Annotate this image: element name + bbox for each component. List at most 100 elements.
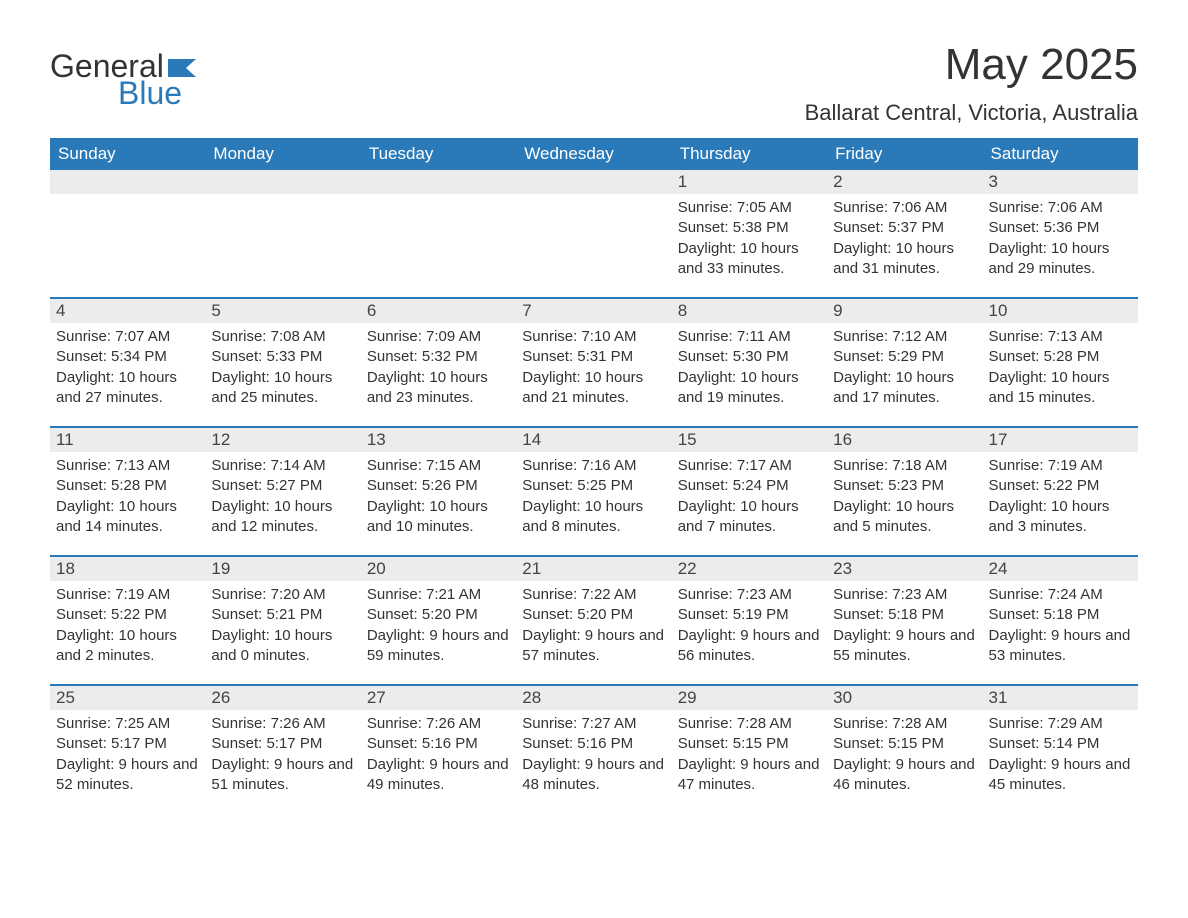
sunset-line: Sunset: 5:27 PM [211, 476, 354, 496]
day-details: Sunrise: 7:29 AMSunset: 5:14 PMDaylight:… [983, 710, 1138, 813]
calendar-cell: 8Sunrise: 7:11 AMSunset: 5:30 PMDaylight… [672, 298, 827, 427]
weekday-header: Thursday [672, 138, 827, 170]
day-details: Sunrise: 7:16 AMSunset: 5:25 PMDaylight:… [516, 452, 671, 555]
sunset-line: Sunset: 5:14 PM [989, 734, 1132, 754]
day-number: 15 [672, 428, 827, 452]
daylight-line: Daylight: 10 hours and 19 minutes. [678, 368, 821, 409]
sunrise-line: Sunrise: 7:15 AM [367, 456, 510, 476]
weekday-header-row: SundayMondayTuesdayWednesdayThursdayFrid… [50, 138, 1138, 170]
day-number: 28 [516, 686, 671, 710]
calendar-cell: 29Sunrise: 7:28 AMSunset: 5:15 PMDayligh… [672, 685, 827, 813]
sunrise-line: Sunrise: 7:23 AM [833, 585, 976, 605]
daylight-line: Daylight: 10 hours and 10 minutes. [367, 497, 510, 538]
daylight-line: Daylight: 9 hours and 51 minutes. [211, 755, 354, 796]
sunrise-line: Sunrise: 7:27 AM [522, 714, 665, 734]
calendar-week: 4Sunrise: 7:07 AMSunset: 5:34 PMDaylight… [50, 298, 1138, 427]
day-details: Sunrise: 7:09 AMSunset: 5:32 PMDaylight:… [361, 323, 516, 426]
daylight-line: Daylight: 10 hours and 27 minutes. [56, 368, 199, 409]
calendar-cell [361, 170, 516, 298]
daylight-line: Daylight: 10 hours and 15 minutes. [989, 368, 1132, 409]
day-number: 12 [205, 428, 360, 452]
sunset-line: Sunset: 5:31 PM [522, 347, 665, 367]
day-details: Sunrise: 7:07 AMSunset: 5:34 PMDaylight:… [50, 323, 205, 426]
sunrise-line: Sunrise: 7:25 AM [56, 714, 199, 734]
calendar-cell: 21Sunrise: 7:22 AMSunset: 5:20 PMDayligh… [516, 556, 671, 685]
day-number: 25 [50, 686, 205, 710]
sunrise-line: Sunrise: 7:21 AM [367, 585, 510, 605]
daylight-line: Daylight: 10 hours and 3 minutes. [989, 497, 1132, 538]
calendar-cell: 30Sunrise: 7:28 AMSunset: 5:15 PMDayligh… [827, 685, 982, 813]
sunset-line: Sunset: 5:36 PM [989, 218, 1132, 238]
sunset-line: Sunset: 5:16 PM [367, 734, 510, 754]
day-number [516, 170, 671, 194]
sunset-line: Sunset: 5:32 PM [367, 347, 510, 367]
page-header: General Blue May 2025 Ballarat Central, … [50, 40, 1138, 126]
sunrise-line: Sunrise: 7:13 AM [56, 456, 199, 476]
sunrise-line: Sunrise: 7:20 AM [211, 585, 354, 605]
daylight-line: Daylight: 10 hours and 2 minutes. [56, 626, 199, 667]
day-details: Sunrise: 7:10 AMSunset: 5:31 PMDaylight:… [516, 323, 671, 426]
day-number: 13 [361, 428, 516, 452]
day-number: 16 [827, 428, 982, 452]
day-details: Sunrise: 7:06 AMSunset: 5:36 PMDaylight:… [983, 194, 1138, 297]
day-details: Sunrise: 7:13 AMSunset: 5:28 PMDaylight:… [50, 452, 205, 555]
sunset-line: Sunset: 5:34 PM [56, 347, 199, 367]
calendar-cell: 1Sunrise: 7:05 AMSunset: 5:38 PMDaylight… [672, 170, 827, 298]
location-text: Ballarat Central, Victoria, Australia [805, 100, 1138, 126]
day-details: Sunrise: 7:24 AMSunset: 5:18 PMDaylight:… [983, 581, 1138, 684]
day-number: 24 [983, 557, 1138, 581]
day-details: Sunrise: 7:17 AMSunset: 5:24 PMDaylight:… [672, 452, 827, 555]
weekday-header: Friday [827, 138, 982, 170]
daylight-line: Daylight: 10 hours and 33 minutes. [678, 239, 821, 280]
sunrise-line: Sunrise: 7:24 AM [989, 585, 1132, 605]
sunrise-line: Sunrise: 7:18 AM [833, 456, 976, 476]
day-number: 22 [672, 557, 827, 581]
calendar-cell: 28Sunrise: 7:27 AMSunset: 5:16 PMDayligh… [516, 685, 671, 813]
title-block: May 2025 Ballarat Central, Victoria, Aus… [805, 40, 1138, 126]
daylight-line: Daylight: 9 hours and 59 minutes. [367, 626, 510, 667]
day-number: 3 [983, 170, 1138, 194]
sunset-line: Sunset: 5:16 PM [522, 734, 665, 754]
sunset-line: Sunset: 5:28 PM [989, 347, 1132, 367]
sunset-line: Sunset: 5:15 PM [678, 734, 821, 754]
day-details: Sunrise: 7:27 AMSunset: 5:16 PMDaylight:… [516, 710, 671, 813]
day-details [361, 194, 516, 290]
sunrise-line: Sunrise: 7:14 AM [211, 456, 354, 476]
sunrise-line: Sunrise: 7:29 AM [989, 714, 1132, 734]
sunset-line: Sunset: 5:17 PM [56, 734, 199, 754]
sunset-line: Sunset: 5:22 PM [989, 476, 1132, 496]
day-number: 27 [361, 686, 516, 710]
calendar-cell [205, 170, 360, 298]
sunrise-line: Sunrise: 7:16 AM [522, 456, 665, 476]
sunrise-line: Sunrise: 7:06 AM [989, 198, 1132, 218]
sunrise-line: Sunrise: 7:09 AM [367, 327, 510, 347]
day-details: Sunrise: 7:23 AMSunset: 5:19 PMDaylight:… [672, 581, 827, 684]
calendar-cell: 18Sunrise: 7:19 AMSunset: 5:22 PMDayligh… [50, 556, 205, 685]
sunrise-line: Sunrise: 7:11 AM [678, 327, 821, 347]
day-number [50, 170, 205, 194]
calendar-week: 1Sunrise: 7:05 AMSunset: 5:38 PMDaylight… [50, 170, 1138, 298]
calendar-cell: 15Sunrise: 7:17 AMSunset: 5:24 PMDayligh… [672, 427, 827, 556]
calendar-cell: 31Sunrise: 7:29 AMSunset: 5:14 PMDayligh… [983, 685, 1138, 813]
sunrise-line: Sunrise: 7:26 AM [367, 714, 510, 734]
day-number: 26 [205, 686, 360, 710]
day-number: 23 [827, 557, 982, 581]
day-details: Sunrise: 7:06 AMSunset: 5:37 PMDaylight:… [827, 194, 982, 297]
day-details: Sunrise: 7:18 AMSunset: 5:23 PMDaylight:… [827, 452, 982, 555]
sunrise-line: Sunrise: 7:26 AM [211, 714, 354, 734]
day-number [205, 170, 360, 194]
day-number: 6 [361, 299, 516, 323]
day-number: 7 [516, 299, 671, 323]
calendar-cell: 12 Sunrise: 7:14 AMSunset: 5:27 PMDayligh… [205, 427, 360, 556]
day-number: 1 [672, 170, 827, 194]
day-number: 17 [983, 428, 1138, 452]
sunset-line: Sunset: 5:21 PM [211, 605, 354, 625]
day-details: Sunrise: 7:12 AMSunset: 5:29 PMDaylight:… [827, 323, 982, 426]
day-details: Sunrise: 7:23 AMSunset: 5:18 PMDaylight:… [827, 581, 982, 684]
month-title: May 2025 [805, 40, 1138, 90]
daylight-line: Daylight: 9 hours and 47 minutes. [678, 755, 821, 796]
daylight-line: Daylight: 9 hours and 55 minutes. [833, 626, 976, 667]
day-number: 29 [672, 686, 827, 710]
daylight-line: Daylight: 10 hours and 12 minutes. [211, 497, 354, 538]
sunset-line: Sunset: 5:18 PM [989, 605, 1132, 625]
